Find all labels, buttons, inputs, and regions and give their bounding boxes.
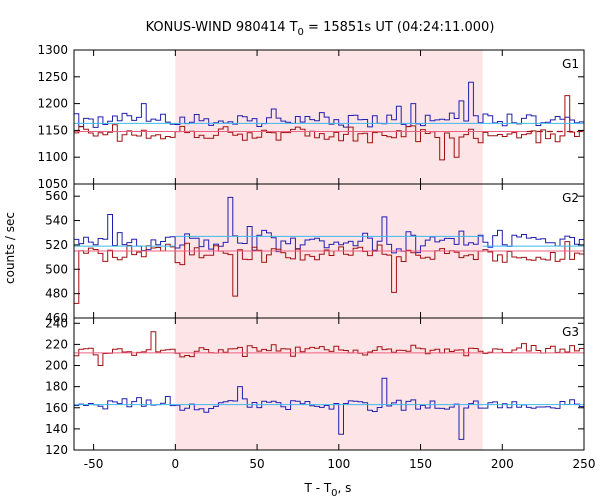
y-axis-label: counts / sec (3, 212, 17, 284)
x-tick-label: 250 (573, 457, 596, 471)
panel-label: G1 (562, 57, 579, 71)
y-tick-label: 120 (45, 443, 68, 457)
panel-g3-series-red (74, 331, 584, 366)
panel-g2-series-red (74, 241, 584, 304)
panel-g2-series-blue (74, 196, 584, 254)
series-layer (74, 81, 584, 440)
y-tick-label: 180 (45, 380, 68, 394)
y-tick-label: 1100 (37, 150, 68, 164)
panel-g1 (74, 81, 584, 161)
panel-label: G3 (562, 325, 579, 339)
chart-title: KONUS-WIND 980414 T0 = 15851s UT (04:24:… (146, 20, 495, 38)
y-tick-label: 140 (45, 422, 68, 436)
x-axis-label: T - T0, s (304, 481, 352, 499)
panel-g2 (74, 196, 584, 304)
y-tick-label: 1150 (37, 123, 68, 137)
x-tick-label: 50 (249, 457, 264, 471)
y-tick-label: 220 (45, 337, 68, 351)
y-tick-label: 460 (45, 311, 68, 325)
panel-g1-series-blue (74, 81, 584, 128)
x-tick-label: 150 (409, 457, 432, 471)
panel-g3 (74, 331, 584, 440)
y-tick-label: 480 (45, 287, 68, 301)
y-tick-label: 1300 (37, 43, 68, 57)
panel-frame (73, 317, 585, 451)
y-tick-label: 500 (45, 262, 68, 276)
y-tick-label: 520 (45, 238, 68, 252)
panel-g1-series-red (74, 95, 584, 161)
y-tick-label: 1200 (37, 97, 68, 111)
y-tick-label: 560 (45, 189, 68, 203)
y-tick-label: 200 (45, 359, 68, 373)
axis-layer: 105011001150120012501300G146048050052054… (37, 43, 595, 471)
y-tick-label: 160 (45, 401, 68, 415)
x-tick-label: 200 (491, 457, 514, 471)
y-tick-label: 540 (45, 214, 68, 228)
x-tick-label: -50 (84, 457, 104, 471)
panel-label: G2 (562, 191, 579, 205)
y-tick-label: 1250 (37, 70, 68, 84)
y-tick-label: 1050 (37, 177, 68, 191)
y-tick-label: 240 (45, 316, 68, 330)
x-tick-label: 100 (327, 457, 350, 471)
x-tick-label: 0 (172, 457, 180, 471)
